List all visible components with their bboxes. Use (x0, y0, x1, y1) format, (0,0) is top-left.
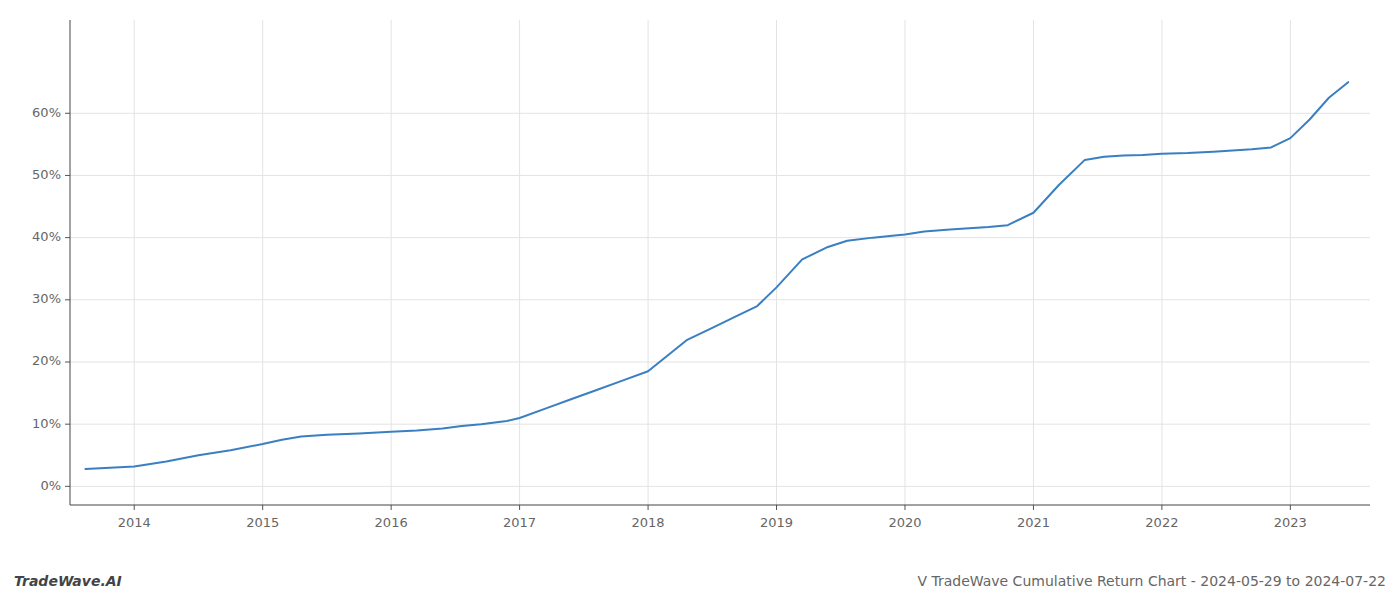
tick-mark (134, 505, 135, 510)
chart: 0% 10% 20% 30% 40% 50% 60% 2014 2015 2016 2017 2018… (0, 0, 1400, 600)
y-axis-line (70, 20, 71, 505)
tick-label: 2019 (760, 515, 793, 530)
plot-area (85, 82, 1348, 469)
title: V TradeWave Cumulative Return Chart - 20… (917, 573, 1386, 589)
tick-mark (65, 299, 70, 300)
tick-label: 40% (32, 229, 61, 244)
tick-mark (648, 505, 649, 510)
tick-label: 2018 (632, 515, 665, 530)
tick-label: 10% (32, 416, 61, 431)
tick-mark (65, 486, 70, 487)
tick-mark (1290, 505, 1291, 510)
tick-mark (65, 237, 70, 238)
tick-label: 2020 (888, 515, 921, 530)
grid-line (1161, 20, 1162, 505)
tick-mark (776, 505, 777, 510)
tick-mark (1033, 505, 1034, 510)
grid-line (70, 175, 1370, 176)
tick-label: 0% (40, 478, 61, 493)
tick-label: 2015 (246, 515, 279, 530)
tick-mark (904, 505, 905, 510)
grid-line (776, 20, 777, 505)
tick-label: 2022 (1145, 515, 1178, 530)
tick-label: 2016 (375, 515, 408, 530)
tick-mark (262, 505, 263, 510)
grid-line (70, 237, 1370, 238)
grid-line (904, 20, 905, 505)
footer: TradeWave.AI V TradeWave Cumulative Retur… (14, 573, 1386, 589)
tick-mark (391, 505, 392, 510)
tick-label: 60% (32, 105, 61, 120)
tick-label: 30% (32, 291, 61, 306)
watermark: TradeWave.AI (14, 573, 122, 589)
tick-label: 2023 (1274, 515, 1307, 530)
tick-label: 2021 (1017, 515, 1050, 530)
grid-line (519, 20, 520, 505)
grid-line (70, 299, 1370, 300)
tick-mark (65, 361, 70, 362)
grid (70, 20, 1370, 505)
x-axis-line (70, 505, 1370, 506)
grid-line (70, 113, 1370, 114)
grid-line (648, 20, 649, 505)
tick-label: 2014 (118, 515, 151, 530)
tick-mark (519, 505, 520, 510)
tick-label: 2017 (503, 515, 536, 530)
tick-mark (65, 175, 70, 176)
tick-mark (65, 113, 70, 114)
tick-mark (65, 424, 70, 425)
tick-label: 20% (32, 353, 61, 368)
grid-line (134, 20, 135, 505)
grid-line (70, 486, 1370, 487)
axes: 0% 10% 20% 30% 40% 50% 60% 2014 2015 2016 2017 2018… (32, 20, 1370, 530)
tick-label: 50% (32, 167, 61, 182)
grid-line (70, 361, 1370, 362)
grid-line (70, 424, 1370, 425)
grid-line (1290, 20, 1291, 505)
tick-mark (1161, 505, 1162, 510)
grid-line (1033, 20, 1034, 505)
line (85, 82, 1348, 469)
grid-line (262, 20, 263, 505)
